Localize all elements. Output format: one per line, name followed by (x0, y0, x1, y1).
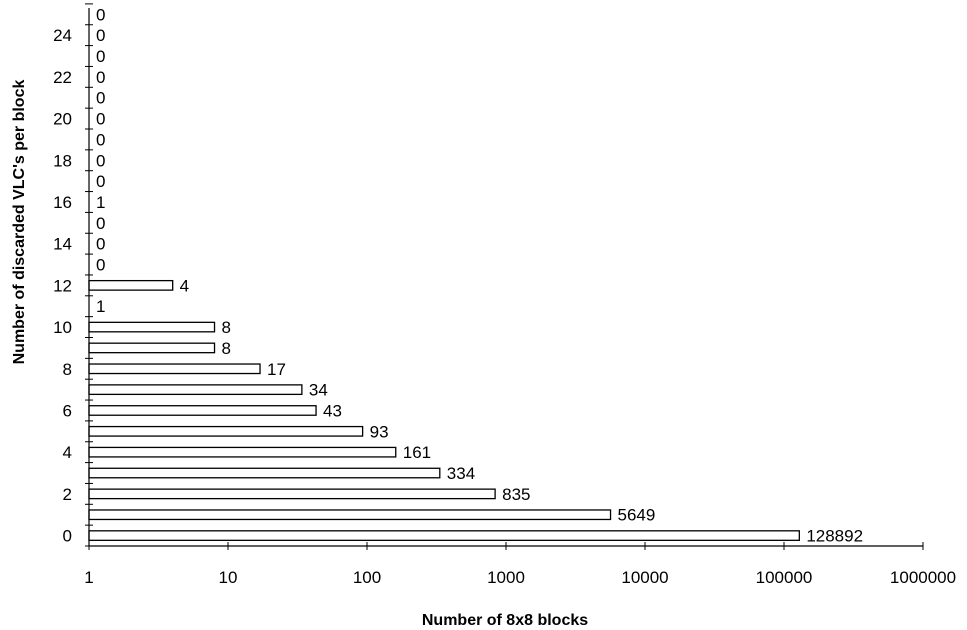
data-label: 0 (96, 214, 105, 233)
data-label: 0 (96, 172, 105, 191)
y-tick-label: 8 (63, 360, 72, 379)
x-tick-label: 100 (353, 568, 381, 587)
data-label: 161 (403, 443, 431, 462)
bar (88, 405, 317, 416)
data-label: 8 (222, 318, 231, 337)
y-tick-label: 12 (53, 276, 72, 295)
x-tick-label: 1 (84, 568, 93, 587)
bar (88, 425, 364, 437)
data-label: 34 (309, 381, 328, 400)
data-label: 1 (96, 297, 105, 316)
bar (88, 363, 261, 375)
x-tick-label: 1000000 (890, 568, 956, 587)
data-label: 0 (96, 26, 105, 45)
x-axis-title: Number of 8x8 blocks (422, 612, 588, 629)
bar (88, 279, 174, 291)
bar (88, 446, 397, 458)
bars-group (88, 279, 800, 541)
data-label: 5649 (618, 506, 656, 525)
data-label: 0 (96, 68, 105, 87)
bar (88, 342, 216, 354)
y-tick-label: 10 (53, 318, 72, 337)
data-label: 8 (222, 339, 231, 358)
x-tick-label: 100000 (756, 568, 813, 587)
bar (88, 467, 441, 479)
bar (88, 384, 303, 396)
data-label: 93 (370, 422, 389, 441)
data-label: 835 (502, 485, 530, 504)
data-label: 0 (96, 256, 105, 275)
data-label: 1 (96, 193, 105, 212)
y-tick-label: 2 (63, 485, 72, 504)
x-tick-label: 10 (219, 568, 238, 587)
y-axis-title: Number of discarded VLC's per block (11, 80, 28, 365)
y-tick-label: 0 (63, 527, 72, 546)
bar (88, 321, 216, 333)
data-label: 0 (96, 110, 105, 129)
x-tick-label: 10000 (621, 568, 668, 587)
data-label: 334 (447, 464, 475, 483)
data-label: 43 (323, 401, 342, 420)
y-tick-label: 20 (53, 110, 72, 129)
bar (88, 488, 496, 500)
bar (88, 530, 800, 541)
data-label: 0 (96, 235, 105, 254)
y-tick-label: 24 (53, 26, 72, 45)
data-label: 0 (96, 5, 105, 24)
data-label: 128892 (806, 527, 863, 546)
data-label: 0 (96, 89, 105, 108)
y-tick-label: 16 (53, 193, 72, 212)
data-label: 0 (96, 47, 105, 66)
data-label: 0 (96, 151, 105, 170)
x-tick-label: 1000 (487, 568, 525, 587)
y-tick-label: 18 (53, 151, 72, 170)
data-label: 0 (96, 130, 105, 149)
data-labels-group: 1288925649835334161934334178814000100000… (96, 5, 863, 545)
x-ticks-group: 1 10 100 1000 10000 100000 1000000 (84, 542, 956, 587)
bar (88, 509, 612, 521)
data-label: 4 (180, 276, 189, 295)
y-tick-label: 4 (63, 443, 72, 462)
y-tick-label: 14 (53, 235, 72, 254)
y-tick-label: 22 (53, 68, 72, 87)
y-tick-label: 6 (63, 401, 72, 420)
data-label: 17 (267, 360, 286, 379)
